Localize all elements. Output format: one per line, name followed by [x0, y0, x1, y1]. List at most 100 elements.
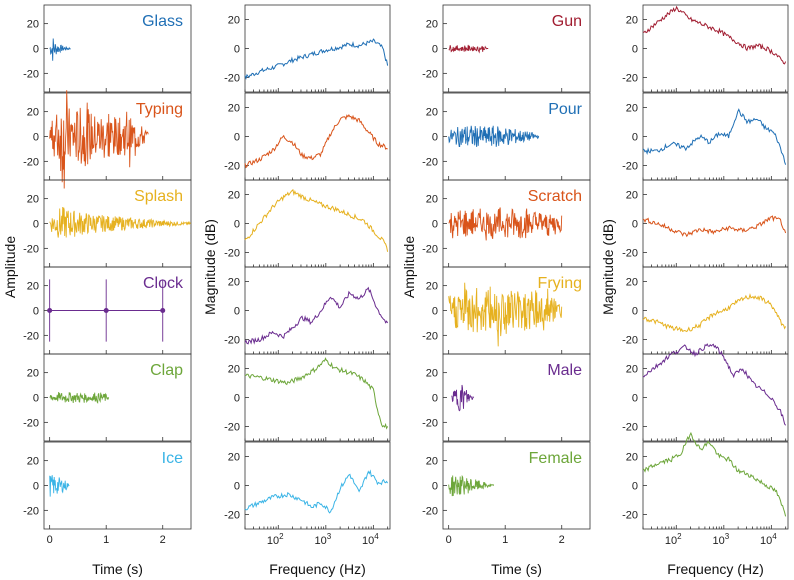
- spectrum-ytick-label: -20: [224, 335, 240, 347]
- amplitude-ytick-label: -20: [23, 330, 39, 342]
- spectrum-ytick-label: -20: [224, 422, 240, 434]
- amplitude-panel-splash: 20 0 -20 Splash: [23, 179, 192, 268]
- spectrum-xtick-exponent: 2: [677, 532, 682, 541]
- spectrum-panel-glass: 20 0 -20: [224, 4, 391, 93]
- sound-label-gun: Gun: [552, 13, 582, 30]
- spectrum-panel-typing: 20 0 -20: [224, 92, 391, 181]
- amplitude-xtick-label: 0: [47, 534, 53, 546]
- time-axis-label: Time (s): [491, 561, 542, 577]
- spectrum-xtick-label: 102: [665, 532, 682, 547]
- spectrum-axes-frame: [642, 266, 789, 355]
- frequency-axis-label: Frequency (Hz): [667, 561, 763, 577]
- spectrum-axes-frame: [642, 92, 789, 181]
- spectrum-panel-pour: 20 0 -20: [622, 92, 789, 181]
- amplitude-ytick-label: 20: [426, 107, 438, 119]
- amplitude-ytick-label: -20: [422, 417, 438, 429]
- spectrum-ytick-label: -20: [224, 248, 240, 260]
- spectrum-panel-clap: 20 0 -20: [224, 353, 391, 442]
- amplitude-panel-frying: 20 0 -20 Frying: [422, 266, 591, 355]
- sound-label-clock: Clock: [143, 275, 184, 292]
- amplitude-axis-label: Amplitude: [2, 236, 18, 298]
- amplitude-panel-glass: 20 0 -20 Glass: [23, 4, 192, 93]
- amplitude-panel-clock: 20 0 -20 Clock: [23, 266, 192, 355]
- spectrum-line-male: [642, 343, 787, 426]
- amplitude-ytick-label: -20: [422, 243, 438, 255]
- spectrum-axis-label: Magnitude (dB): [202, 219, 218, 315]
- spectrum-ytick-label: -20: [622, 510, 638, 522]
- amplitude-ytick-label: 0: [33, 44, 39, 56]
- spectrum-xtick-exponent: 3: [725, 532, 730, 541]
- spectrum-ytick-label: -20: [622, 161, 638, 173]
- amplitude-ytick-label: 0: [33, 132, 39, 144]
- sound-label-female: Female: [529, 450, 582, 467]
- amplitude-ytick-label: -20: [23, 243, 39, 255]
- spectrum-panel-male: 20 0 -20: [622, 343, 789, 442]
- amplitude-ytick-label: 0: [432, 306, 438, 318]
- sound-label-pour: Pour: [548, 101, 582, 118]
- spectrum-ytick-label: -20: [224, 510, 240, 522]
- amplitude-ytick-label: 20: [27, 281, 39, 293]
- amplitude-ytick-label: 0: [33, 306, 39, 318]
- waveform-line-male: [451, 384, 475, 412]
- amplitude-xtick-label: 2: [559, 534, 565, 546]
- amplitude-ytick-label: 20: [27, 456, 39, 468]
- spectrum-ytick-label: 20: [626, 277, 638, 289]
- spectrum-axes-frame: [244, 441, 391, 530]
- spectrum-xtick-label: 103: [712, 532, 729, 547]
- spectrum-axes-frame: [244, 266, 391, 355]
- spectrum-ytick-label: 0: [632, 132, 638, 144]
- spectrum-line-gun: [642, 5, 787, 65]
- amplitude-panel-female: 20 0 -20 0 1 2 Female: [422, 441, 591, 546]
- amplitude-panel-gun: 20 0 -20 Gun: [422, 4, 591, 93]
- spectrum-line-splash: [244, 188, 389, 252]
- sound-label-frying: Frying: [538, 275, 582, 292]
- amplitude-ytick-label: -20: [422, 68, 438, 80]
- spectrum-line-glass: [244, 38, 389, 80]
- amplitude-xtick-label: 1: [502, 534, 508, 546]
- spectrum-xtick-exponent: 2: [279, 532, 284, 541]
- waveform-line-clap: [49, 391, 110, 404]
- amplitude-ytick-label: 20: [27, 107, 39, 119]
- waveform-line-typing: [49, 90, 149, 189]
- amplitude-ytick-label: 20: [426, 368, 438, 380]
- amplitude-ytick-label: -20: [23, 505, 39, 517]
- time-axis-label: Time (s): [92, 561, 143, 577]
- spectrum-panel-frying: 20 0 -20: [622, 266, 789, 355]
- amplitude-ytick-label: 0: [432, 44, 438, 56]
- spectrum-ytick-label: -20: [622, 73, 638, 85]
- spectrum-ytick-label: 20: [626, 15, 638, 27]
- waveform-line-glass: [49, 38, 71, 61]
- spectrum-xtick-exponent: 4: [772, 532, 777, 541]
- spectrum-axes-frame: [244, 92, 391, 181]
- spectrum-ytick-label: 0: [234, 393, 240, 405]
- spectrum-ytick-label: 20: [228, 103, 240, 115]
- amplitude-ytick-label: 20: [426, 456, 438, 468]
- amplitude-axis-label: Amplitude: [401, 236, 417, 298]
- amplitude-ytick-label: -20: [23, 417, 39, 429]
- amplitude-ytick-label: -20: [422, 330, 438, 342]
- amplitude-ytick-label: -20: [422, 156, 438, 168]
- spectrum-ytick-label: 0: [632, 306, 638, 318]
- amplitude-ytick-label: 20: [426, 281, 438, 293]
- sound-label-scratch: Scratch: [528, 188, 582, 205]
- waveform-line-female: [448, 474, 495, 497]
- waveform-line-gun: [448, 44, 489, 54]
- amplitude-ytick-label: 0: [432, 132, 438, 144]
- spectrum-ytick-label: 20: [228, 15, 240, 27]
- spectrum-line-pour: [642, 108, 787, 165]
- waveform-line-frying: [448, 282, 563, 347]
- spectrum-ytick-label: -20: [622, 335, 638, 347]
- amplitude-ytick-label: 0: [432, 393, 438, 405]
- spectrum-ytick-label: 0: [234, 306, 240, 318]
- amplitude-panel-scratch: 20 0 -20 Scratch: [422, 179, 591, 268]
- spectrum-ytick-label: 20: [228, 190, 240, 202]
- waveform-line-ice: [49, 475, 70, 497]
- spectrum-xtick-label: 103: [314, 532, 331, 547]
- spectrum-panel-ice: 20 0 -20 102 103 104: [224, 441, 391, 547]
- amplitude-ytick-label: 0: [432, 219, 438, 231]
- spectrum-ytick-label: -20: [224, 161, 240, 173]
- amplitude-panel-clap: 20 0 -20 Clap: [23, 353, 192, 442]
- spectrum-axes-frame: [244, 179, 391, 268]
- amplitude-ytick-label: 20: [426, 194, 438, 206]
